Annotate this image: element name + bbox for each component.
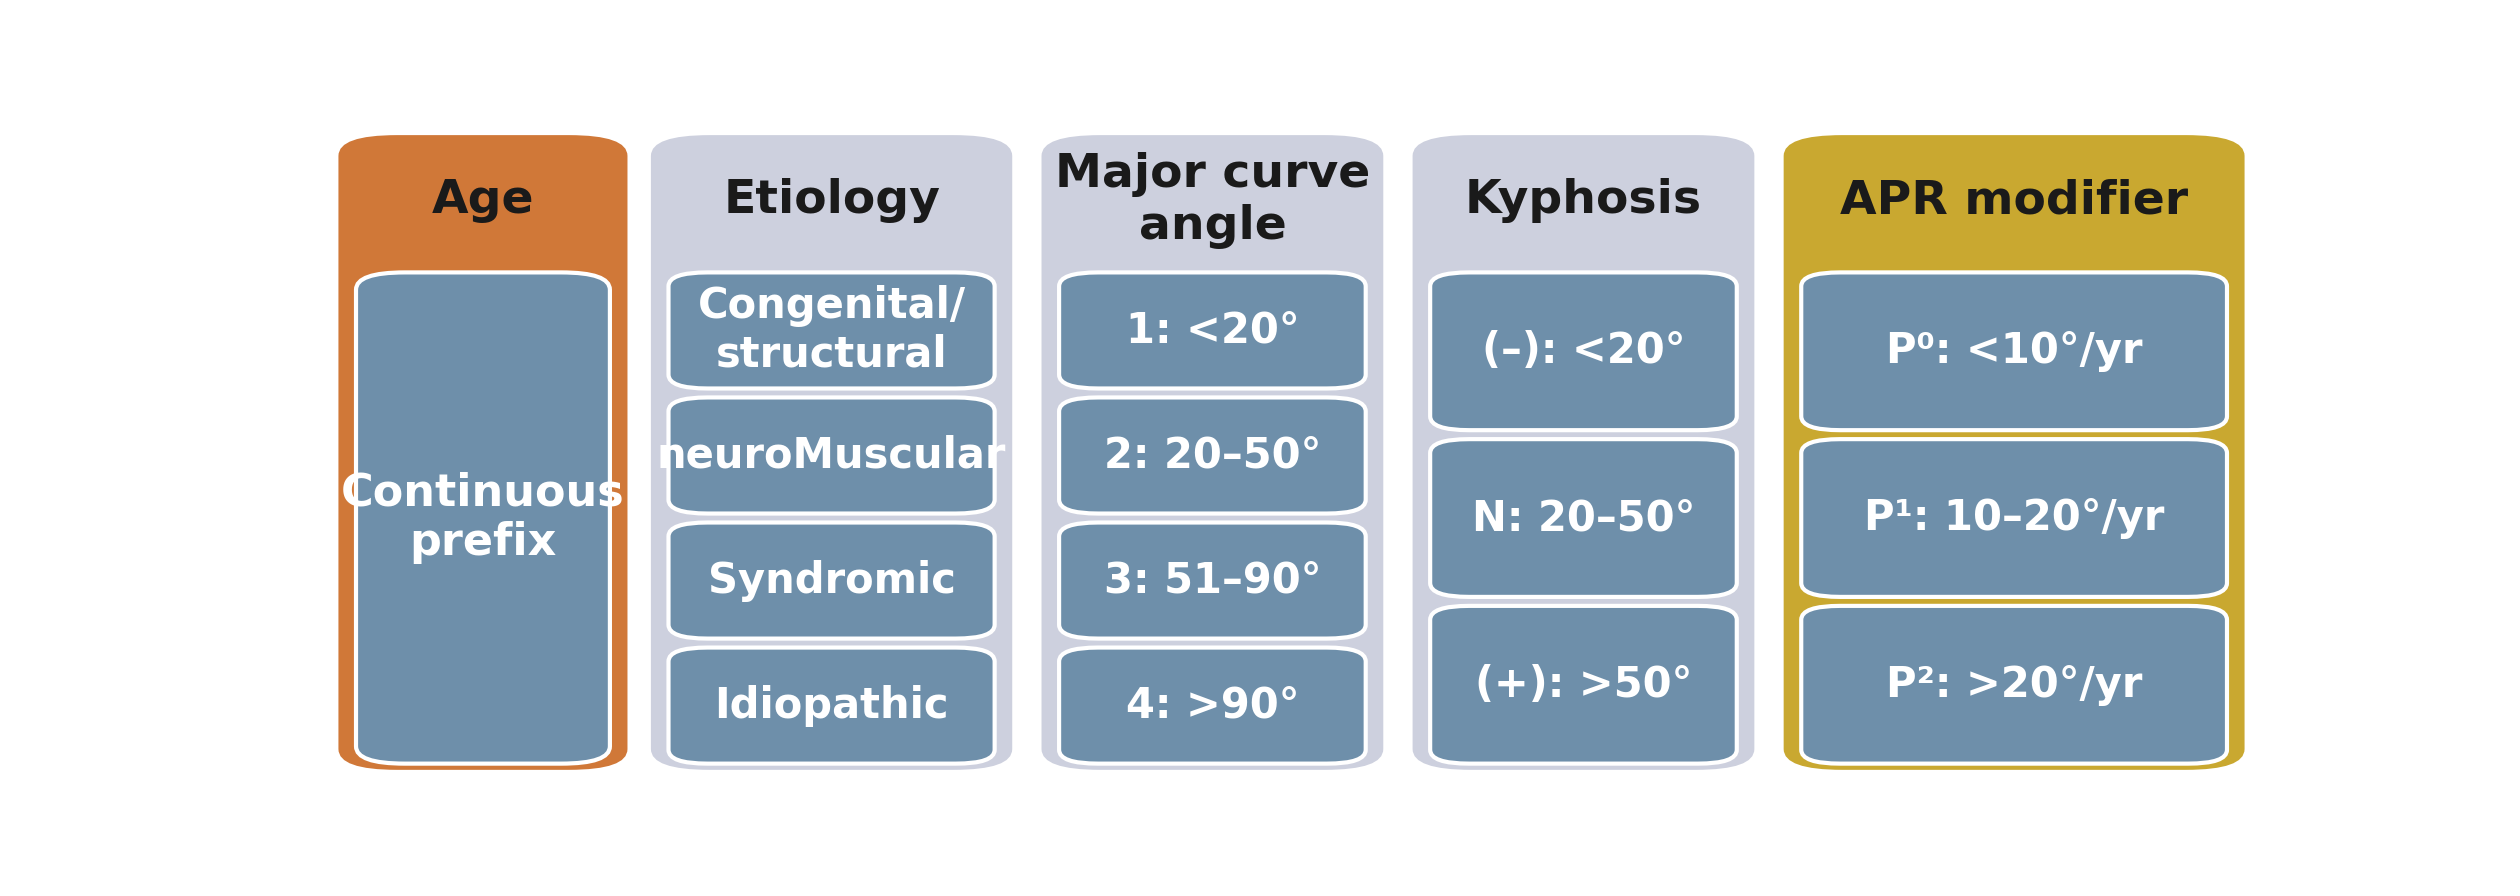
FancyBboxPatch shape bbox=[650, 135, 1013, 770]
FancyBboxPatch shape bbox=[1058, 272, 1366, 389]
Text: 2: 20–50°: 2: 20–50° bbox=[1104, 435, 1320, 477]
Text: Continuous
prefix: Continuous prefix bbox=[340, 471, 625, 564]
FancyBboxPatch shape bbox=[1041, 135, 1383, 770]
FancyBboxPatch shape bbox=[1802, 439, 2228, 597]
FancyBboxPatch shape bbox=[668, 398, 995, 513]
Text: Etiology: Etiology bbox=[723, 178, 940, 223]
FancyBboxPatch shape bbox=[668, 522, 995, 639]
Text: Congenital/
structural: Congenital/ structural bbox=[698, 285, 965, 375]
Text: Major curve
angle: Major curve angle bbox=[1056, 152, 1371, 249]
Text: (+): >50°: (+): >50° bbox=[1474, 664, 1691, 706]
Text: Idiopathic: Idiopathic bbox=[713, 685, 950, 727]
FancyBboxPatch shape bbox=[1058, 522, 1366, 639]
FancyBboxPatch shape bbox=[1414, 135, 1754, 770]
FancyBboxPatch shape bbox=[1802, 606, 2228, 763]
FancyBboxPatch shape bbox=[1058, 648, 1366, 763]
FancyBboxPatch shape bbox=[668, 272, 995, 389]
FancyBboxPatch shape bbox=[1431, 606, 1736, 763]
Text: P⁰: <10°/yr: P⁰: <10°/yr bbox=[1885, 331, 2142, 373]
Text: P¹: 10–20°/yr: P¹: 10–20°/yr bbox=[1865, 497, 2165, 539]
FancyBboxPatch shape bbox=[338, 135, 627, 770]
Text: (–): <20°: (–): <20° bbox=[1482, 331, 1686, 373]
Text: neuroMuscular: neuroMuscular bbox=[658, 435, 1005, 477]
Text: 4: >90°: 4: >90° bbox=[1126, 685, 1300, 727]
Text: 1: <20°: 1: <20° bbox=[1126, 309, 1300, 351]
Text: P²: >20°/yr: P²: >20°/yr bbox=[1885, 664, 2142, 706]
Text: 3: 51–90°: 3: 51–90° bbox=[1104, 559, 1320, 601]
FancyBboxPatch shape bbox=[1784, 135, 2245, 770]
Text: APR modifier: APR modifier bbox=[1840, 178, 2187, 223]
FancyBboxPatch shape bbox=[1431, 439, 1736, 597]
FancyBboxPatch shape bbox=[1802, 272, 2228, 430]
FancyBboxPatch shape bbox=[668, 648, 995, 763]
Text: Age: Age bbox=[431, 178, 534, 223]
FancyBboxPatch shape bbox=[1431, 272, 1736, 430]
Text: Kyphosis: Kyphosis bbox=[1464, 178, 1701, 223]
FancyBboxPatch shape bbox=[1058, 398, 1366, 513]
Text: N: 20–50°: N: 20–50° bbox=[1472, 497, 1696, 539]
Text: Syndromic: Syndromic bbox=[708, 559, 955, 601]
FancyBboxPatch shape bbox=[355, 272, 610, 763]
